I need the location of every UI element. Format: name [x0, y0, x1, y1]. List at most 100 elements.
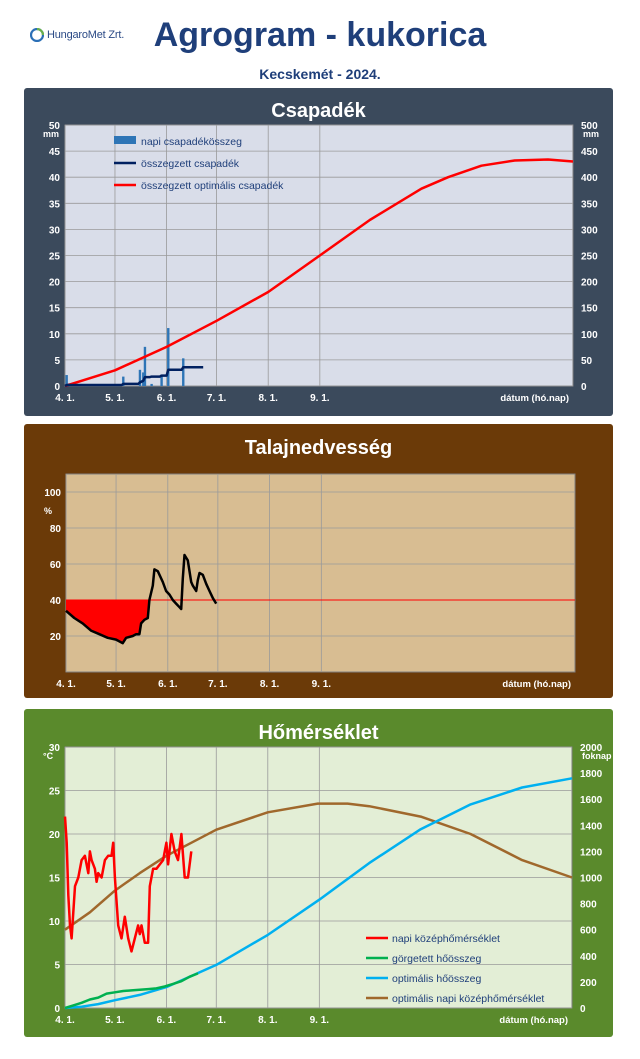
precipitation-bar — [65, 375, 68, 386]
logo: HungaroMet Zrt. — [30, 28, 124, 42]
optimal-daily-temperature-line — [64, 802, 573, 931]
x-tick-label: 7. 1. — [208, 679, 228, 690]
y-tick-label-left: 30 — [49, 225, 61, 236]
y-tick-label-right: 1600 — [580, 795, 603, 806]
y-tick-label-right: 0 — [581, 382, 587, 393]
y-tick-label-right: 400 — [581, 173, 598, 184]
temperature-chart: 4. 1. 5. 1. 6. 1. 7. 1. 8. 1. 9. 1. dátum (hó.… — [43, 743, 612, 1026]
optimal-heat-sum-line — [64, 777, 573, 1010]
y-axis-unit-left: °C — [43, 751, 54, 761]
x-tick-label: 4. 1. — [55, 393, 75, 404]
legend-swatch-daily-precipitation — [114, 136, 136, 144]
x-tick-label: 7. 1. — [207, 393, 227, 404]
y-tick-label-left: 20 — [49, 830, 61, 841]
y-axis-unit-left: mm — [43, 129, 59, 139]
legend-label: összegzett csapadék — [141, 158, 240, 170]
optimal-cumulative-precipitation-line — [64, 158, 574, 388]
y-tick-label-left: 100 — [44, 488, 61, 499]
y-tick-label-left: 20 — [49, 278, 61, 289]
y-tick-label-right: 0 — [580, 1004, 586, 1015]
x-tick-label: 9. 1. — [310, 1015, 330, 1026]
y-tick-label-left: 25 — [49, 787, 61, 798]
precipitation-chart-title: Csapadék — [271, 100, 366, 122]
y-tick-label-left: 50 — [49, 121, 61, 132]
y-tick-label-right: 300 — [581, 225, 598, 236]
y-axis-unit-right: foknap — [582, 751, 612, 761]
x-tick-label: 5. 1. — [105, 1015, 125, 1026]
logo-text: HungaroMet Zrt. — [47, 29, 125, 41]
x-tick-label: 4. 1. — [56, 679, 76, 690]
y-tick-label-right: 100 — [581, 330, 598, 341]
x-tick-label: 9. 1. — [310, 393, 330, 404]
x-tick-label: 8. 1. — [260, 679, 280, 690]
y-tick-label-left: 0 — [54, 1004, 60, 1015]
deficit-area — [66, 600, 150, 644]
legend-label: napi középhőmérséklet — [392, 933, 500, 945]
daily-mean-temperature-line — [63, 816, 193, 953]
x-axis-label: dátum (hó.nap) — [502, 679, 571, 690]
y-tick-label-left: 20 — [50, 632, 62, 643]
y-tick-label-right: 2000 — [580, 743, 603, 754]
legend-label: optimális napi középhőmérséklet — [392, 993, 544, 1005]
y-tick-label-right: 150 — [581, 304, 598, 315]
x-tick-label: 6. 1. — [157, 393, 177, 404]
temperature-chart-panel: Hőmérséklet 4. 1. 5. 1. 6. 1. 7. 1. 8. 1. 9. … — [24, 709, 613, 1037]
precipitation-bar — [138, 369, 142, 386]
y-tick-label-right: 500 — [581, 121, 598, 132]
y-tick-label-left: 10 — [49, 330, 61, 341]
y-axis-unit: % — [44, 506, 52, 516]
page-subtitle: Kecskemét - 2024. — [259, 66, 381, 82]
y-tick-label-left: 40 — [50, 596, 62, 607]
precipitation-bar — [160, 374, 163, 386]
y-tick-label-left: 5 — [54, 961, 60, 972]
legend-label: optimális hőösszeg — [392, 973, 481, 985]
hungaromet-logo-icon — [30, 28, 44, 42]
y-tick-label-left: 30 — [49, 743, 61, 754]
y-tick-label-right: 50 — [581, 356, 593, 367]
legend-label: összegzett optimális csapadék — [141, 180, 284, 192]
y-tick-label-right: 600 — [580, 926, 597, 937]
precipitation-bar — [143, 346, 147, 386]
soil-moisture-chart: 4. 1. 5. 1. 6. 1. 7. 1. 8. 1. 9. 1. dátum (hó.… — [44, 473, 576, 690]
y-tick-label-left: 0 — [54, 382, 60, 393]
y-axis-unit-right: mm — [583, 129, 599, 139]
y-tick-label-left: 35 — [49, 199, 61, 210]
x-tick-label: 6. 1. — [157, 1015, 177, 1026]
y-tick-label-left: 25 — [49, 252, 61, 263]
precipitation-bar — [150, 383, 153, 386]
y-tick-label-right: 1400 — [580, 821, 603, 832]
y-tick-label-left: 45 — [49, 147, 61, 158]
y-tick-label-right: 800 — [580, 900, 597, 911]
page-title: Agrogram - kukorica — [153, 16, 487, 54]
y-tick-label-right: 450 — [581, 147, 598, 158]
cumulative-precipitation-line — [64, 365, 204, 388]
y-tick-label-left: 15 — [49, 874, 61, 885]
precipitation-chart: 4. 1. 5. 1. 6. 1. 7. 1. 8. 1. 9. 1. dátum (hó.… — [43, 121, 599, 404]
y-tick-label-left: 10 — [49, 917, 61, 928]
y-tick-label-right: 250 — [581, 252, 598, 263]
x-tick-label: 9. 1. — [312, 679, 332, 690]
y-tick-label-right: 200 — [580, 978, 597, 989]
soil-moisture-chart-panel: Talajnedvesség 4. 1. 5. 1. 6. 1. 7. 1. 8. 1.… — [24, 424, 613, 698]
x-tick-label: 7. 1. — [207, 1015, 227, 1026]
y-tick-label-left: 80 — [50, 524, 62, 535]
soil-moisture-line — [65, 553, 218, 645]
soil-moisture-chart-title: Talajnedvesség — [244, 437, 393, 459]
x-tick-label: 4. 1. — [55, 1015, 75, 1026]
y-tick-label-right: 1800 — [580, 769, 603, 780]
precipitation-bar — [167, 328, 170, 386]
y-tick-label-right: 1200 — [580, 847, 603, 858]
legend-label: görgetett hőösszeg — [392, 953, 481, 965]
y-tick-label-left: 15 — [49, 304, 61, 315]
x-axis-label: dátum (hó.nap) — [499, 1015, 568, 1026]
y-tick-label-right: 400 — [580, 952, 597, 963]
precipitation-bar — [122, 376, 125, 386]
x-tick-label: 5. 1. — [106, 679, 126, 690]
y-tick-label-right: 1000 — [580, 874, 603, 885]
legend-label: napi csapadékösszeg — [141, 136, 242, 148]
x-tick-label: 8. 1. — [258, 1015, 278, 1026]
plot-area — [65, 473, 576, 673]
precipitation-chart-panel: Csapadék 4. 1. 5. 1. 6. 1. 7. 1. 8. 1. 9. 1. d… — [24, 88, 613, 416]
y-tick-label-right: 350 — [581, 199, 598, 210]
y-tick-label-left: 5 — [54, 356, 60, 367]
